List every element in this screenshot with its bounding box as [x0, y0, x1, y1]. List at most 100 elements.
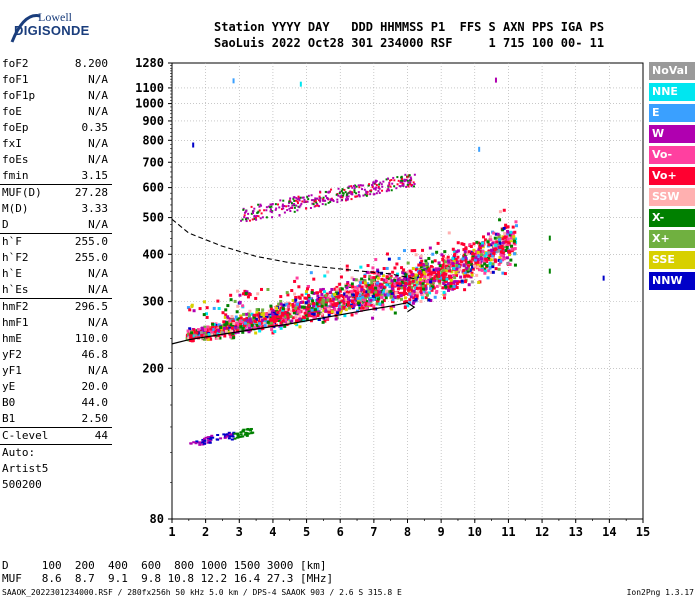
param-value: N/A: [88, 218, 108, 231]
echo-point-multihop: [336, 201, 339, 204]
echo-point: [209, 327, 213, 331]
echo-point: [376, 270, 380, 274]
echo-point-low: [216, 438, 220, 441]
echo-point: [214, 324, 218, 328]
echo-point: [485, 257, 489, 261]
echo-point: [445, 269, 449, 273]
echo-point: [286, 293, 290, 297]
echo-point: [513, 247, 517, 251]
echo-point: [202, 313, 206, 317]
echo-point-multihop: [373, 193, 376, 196]
echo-point: [345, 290, 349, 294]
echo-point: [418, 276, 422, 280]
y-tick-label: 500: [142, 211, 164, 225]
echo-point: [506, 262, 510, 266]
echo-point: [273, 320, 277, 324]
echo-point: [425, 282, 429, 286]
echo-point: [296, 307, 300, 311]
param-row: foEp 0.35: [0, 120, 112, 136]
echo-point: [443, 250, 447, 254]
echo-point: [400, 266, 404, 270]
echo-point-multihop: [257, 210, 260, 213]
param-row: MUF(D) 27.28: [0, 185, 112, 201]
echo-point-multihop: [340, 189, 343, 192]
echo-point: [356, 291, 360, 295]
echo-point-multihop: [388, 179, 391, 182]
echo-point: [294, 298, 298, 302]
echo-point: [446, 255, 450, 259]
echo-point: [361, 295, 365, 299]
echo-point: [425, 293, 429, 297]
echo-point: [305, 310, 309, 314]
echo-point: [245, 316, 249, 320]
echo-point: [211, 330, 215, 334]
echo-point-multihop: [286, 209, 289, 212]
echo-point: [455, 282, 459, 286]
echo-point: [442, 276, 446, 280]
echo-point: [312, 312, 316, 316]
echo-point-low: [239, 431, 243, 434]
echo-point: [350, 292, 354, 296]
echo-point: [410, 249, 414, 253]
echo-point-multihop: [309, 206, 312, 209]
echo-point: [328, 290, 332, 294]
isolated-echo: [299, 81, 302, 87]
echo-point: [303, 296, 307, 300]
echo-point: [220, 331, 224, 335]
x-tick-label: 15: [636, 525, 650, 539]
echo-point: [450, 264, 454, 268]
echo-point: [475, 260, 479, 264]
echo-point: [230, 314, 234, 318]
echo-point: [417, 271, 421, 275]
echo-point-low: [203, 439, 207, 442]
echo-point: [322, 307, 326, 311]
echo-point-multihop: [368, 183, 371, 186]
echo-point: [327, 313, 331, 317]
echo-point: [279, 326, 283, 330]
echo-point: [509, 230, 513, 234]
echo-point-multihop: [265, 206, 268, 209]
echo-point: [512, 236, 516, 240]
echo-point: [247, 312, 251, 316]
isolated-echo: [232, 78, 235, 84]
param-name: B1: [2, 412, 16, 425]
echo-point: [188, 327, 192, 331]
echo-point: [345, 286, 349, 290]
echo-point: [269, 304, 273, 308]
echo-point-multihop: [324, 195, 327, 198]
echo-point: [295, 311, 299, 315]
echo-point: [372, 287, 376, 291]
echo-point: [366, 282, 370, 286]
param-name: Auto:: [2, 446, 36, 459]
echo-point: [370, 303, 374, 307]
echo-point-multihop: [307, 198, 310, 201]
param-separator: [0, 444, 112, 445]
echo-point: [461, 257, 465, 261]
echo-point-low: [201, 443, 205, 446]
echo-point: [452, 285, 456, 289]
echo-point-multihop: [357, 191, 360, 194]
echo-point: [372, 278, 376, 282]
echo-point-multihop: [337, 187, 340, 190]
echo-point: [229, 335, 233, 339]
echo-point: [501, 258, 505, 262]
echo-point-multihop: [318, 196, 321, 199]
echo-point: [365, 300, 369, 304]
echo-point: [299, 307, 303, 311]
echo-point: [447, 287, 451, 291]
digisonde-logo: Lowell DIGISONDE: [6, 8, 126, 48]
echo-point: [501, 247, 505, 251]
echo-point: [344, 289, 348, 293]
echo-point-low: [210, 434, 214, 437]
echo-point: [259, 327, 263, 331]
echo-point: [211, 322, 215, 326]
echo-point: [380, 300, 384, 304]
echo-point: [408, 292, 412, 296]
echo-point: [376, 276, 380, 280]
echo-point: [478, 249, 482, 253]
echo-point: [494, 250, 498, 254]
echo-point-multihop: [363, 188, 366, 191]
y-tick-label: 80: [150, 512, 164, 526]
echo-point-low: [216, 433, 220, 436]
echo-point-multihop: [410, 184, 413, 187]
